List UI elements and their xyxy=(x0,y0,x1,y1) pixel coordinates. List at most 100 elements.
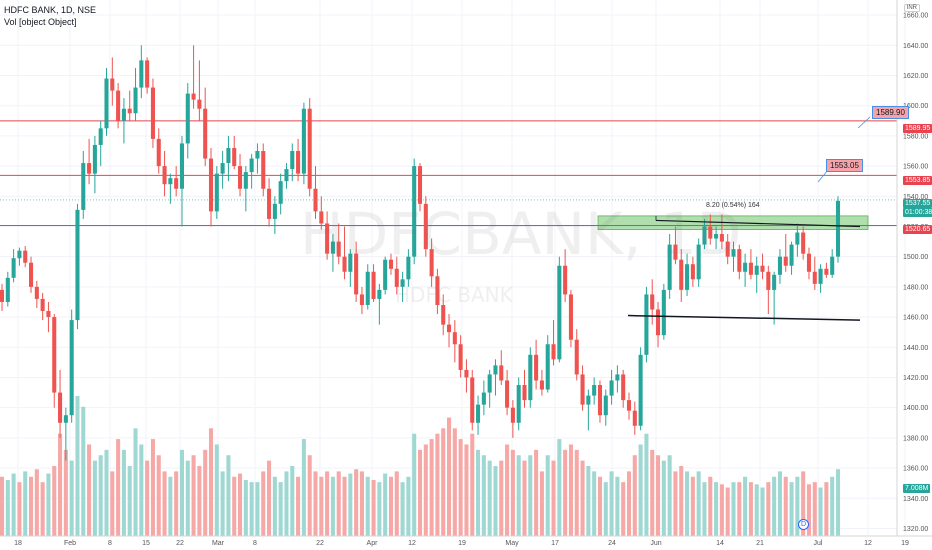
volume-bar xyxy=(162,471,167,536)
candle-body xyxy=(737,249,742,272)
volume-bar xyxy=(400,482,405,536)
candle xyxy=(330,234,335,272)
candle-body xyxy=(150,87,155,139)
volume-bar xyxy=(423,444,428,536)
volume-bar xyxy=(772,476,777,536)
candle xyxy=(371,264,376,302)
time-tick-label: 22 xyxy=(316,540,324,547)
candle-body xyxy=(441,304,446,325)
candle-body xyxy=(731,249,736,257)
candle xyxy=(232,135,237,170)
volume-line[interactable]: Vol [object Object] xyxy=(4,17,77,27)
candle-body xyxy=(325,223,330,254)
volume-bar xyxy=(383,473,388,536)
candle-body xyxy=(493,365,498,375)
candle-body xyxy=(296,150,301,174)
candle-body xyxy=(17,250,22,259)
time-tick-label: 12 xyxy=(864,540,872,547)
candle xyxy=(481,380,486,416)
volume-bar xyxy=(609,471,614,536)
candle xyxy=(760,253,765,280)
candle-body xyxy=(237,166,243,189)
candle xyxy=(493,359,498,396)
candle-body xyxy=(534,354,539,381)
volume-bar xyxy=(737,482,742,536)
candle-body xyxy=(255,150,260,159)
volume-bar xyxy=(284,471,289,536)
callout-level-2[interactable]: 1553.05 xyxy=(826,159,863,172)
candle-body xyxy=(458,344,463,370)
candle xyxy=(638,347,643,431)
currency-unit-label[interactable]: INR xyxy=(903,4,920,12)
volume-bar xyxy=(23,471,28,536)
time-tick-label: Jun xyxy=(650,540,661,547)
time-tick-label: 21 xyxy=(756,540,764,547)
candle xyxy=(267,178,272,227)
candle xyxy=(28,256,34,293)
candle xyxy=(121,98,126,144)
candle-body xyxy=(278,181,283,204)
volume-bar xyxy=(92,460,97,536)
candle-body xyxy=(476,404,481,423)
candle-body xyxy=(185,93,190,144)
candle xyxy=(423,196,428,257)
candle-body xyxy=(284,169,289,182)
candle-body xyxy=(435,276,440,305)
candle-body xyxy=(557,265,562,360)
candle-body xyxy=(249,158,254,173)
time-tick-label: 8 xyxy=(253,540,257,547)
candle-body xyxy=(719,234,724,242)
volume-bar xyxy=(150,439,155,536)
volume-bar xyxy=(145,460,150,536)
candle xyxy=(290,143,295,182)
candle-body xyxy=(116,90,121,121)
volume-bar xyxy=(597,476,603,536)
candle xyxy=(586,389,591,431)
candle-body xyxy=(220,163,225,174)
candle xyxy=(150,78,155,148)
volume-bar xyxy=(249,482,254,536)
candle-body xyxy=(568,294,573,340)
symbol-line[interactable]: HDFC BANK, 1D, NSE xyxy=(4,5,97,15)
candle xyxy=(296,138,301,182)
candle xyxy=(133,67,138,121)
candle xyxy=(603,389,608,426)
candle xyxy=(34,280,39,309)
candle xyxy=(145,57,150,94)
candle xyxy=(185,83,190,159)
candle-body xyxy=(417,166,423,204)
candle-body xyxy=(470,377,475,423)
callout-1-pointer xyxy=(857,116,871,129)
candle-body xyxy=(267,188,272,219)
volume-bar xyxy=(110,471,115,536)
candle xyxy=(685,253,690,296)
candle-body xyxy=(481,392,486,405)
volume-bar xyxy=(63,449,68,536)
candle xyxy=(87,138,92,185)
candle-body xyxy=(394,268,399,287)
price-tick-label: 1600.00 xyxy=(903,103,928,110)
candle xyxy=(714,226,719,250)
candle xyxy=(719,214,724,250)
time-tick-label: 24 xyxy=(608,540,616,547)
candle xyxy=(197,60,202,121)
candle-body xyxy=(87,163,92,174)
candle-body xyxy=(644,294,649,355)
candle-body xyxy=(835,200,841,257)
dividend-marker-icon[interactable]: D xyxy=(798,519,809,530)
volume-bar xyxy=(505,444,510,536)
volume-bar xyxy=(563,449,568,536)
candle xyxy=(272,196,277,235)
candle xyxy=(412,158,417,265)
candle xyxy=(696,238,701,287)
volume-bar xyxy=(702,482,707,536)
candle-body xyxy=(174,178,179,189)
candle xyxy=(632,401,637,435)
volume-bar xyxy=(214,444,219,536)
callout-level-1[interactable]: 1589.90 xyxy=(872,106,909,119)
candle xyxy=(208,147,214,227)
candle xyxy=(789,241,794,275)
candle xyxy=(551,320,556,366)
candle-body xyxy=(243,172,248,189)
